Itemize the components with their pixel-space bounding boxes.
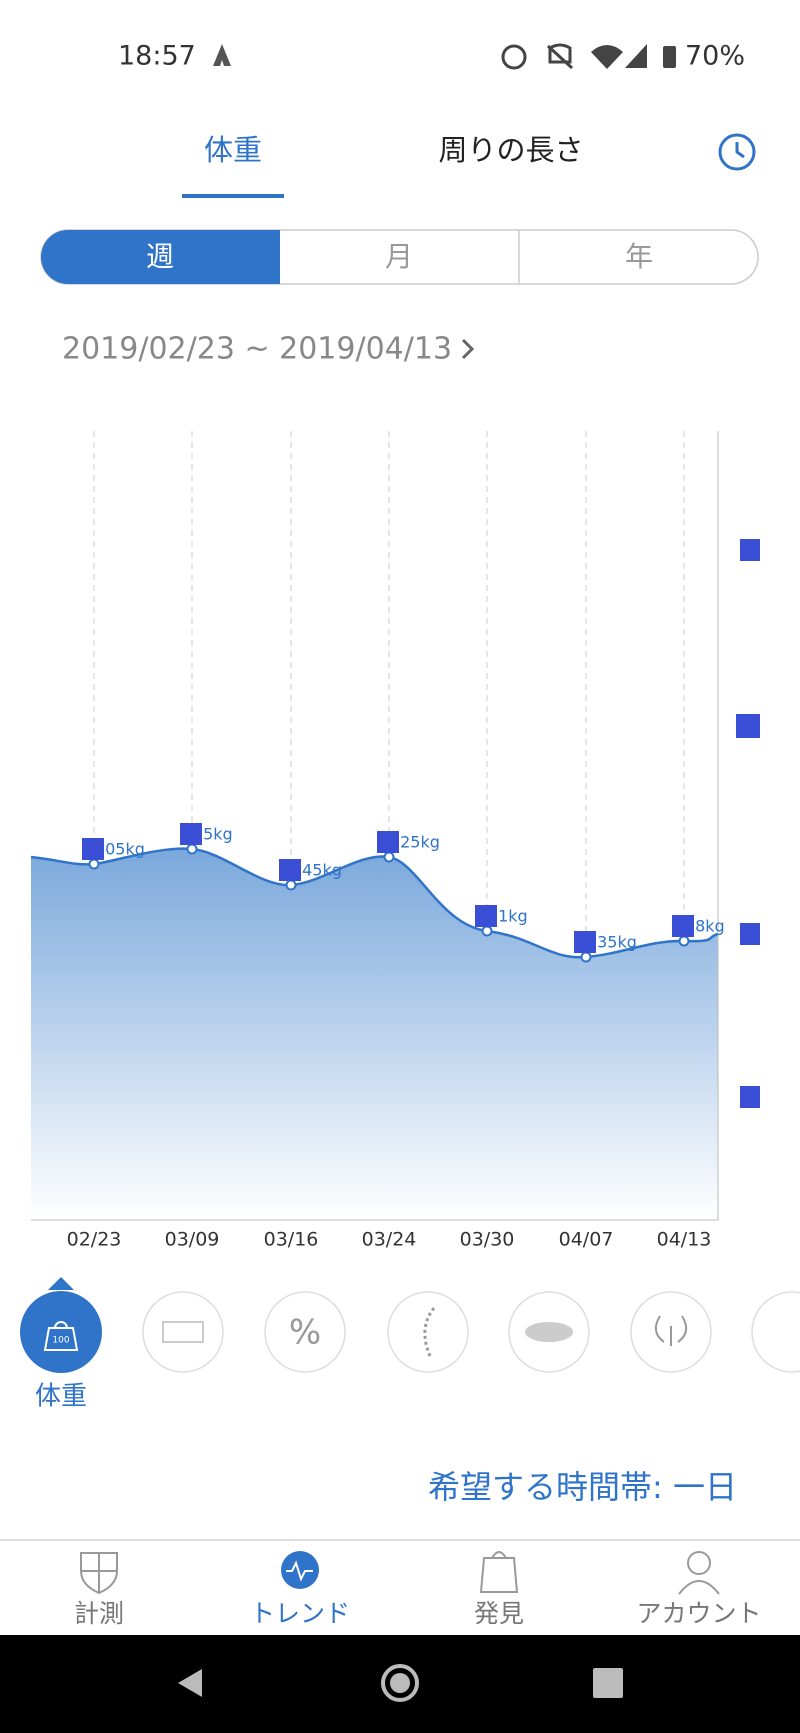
selected-indicator (48, 1277, 74, 1290)
tab[interactable]: 体重 (204, 133, 262, 167)
point-label: .1kg (493, 907, 528, 926)
redaction (279, 859, 301, 881)
x-tick-label: 02/23 (67, 1229, 122, 1251)
wifi-icon (591, 45, 623, 69)
x-tick-label: 04/07 (559, 1229, 614, 1251)
metric-button[interactable] (264, 1291, 346, 1373)
point (285, 879, 297, 891)
weight-icon-text: 100 (52, 1336, 69, 1346)
nav-icon (80, 1552, 118, 1595)
redaction (740, 1086, 760, 1108)
point (383, 851, 395, 863)
redaction (740, 539, 760, 561)
point-label: .5kg (198, 825, 233, 844)
chevron (461, 338, 475, 360)
redaction (377, 831, 399, 853)
x-tick-label: 03/30 (460, 1229, 515, 1251)
metric-button[interactable] (387, 1291, 469, 1373)
preferred-time[interactable]: 希望する時間帯: 一日 (428, 1468, 737, 1506)
point (88, 858, 100, 870)
point (678, 935, 690, 947)
metric-label: 体重 (35, 1382, 87, 1412)
weight-icon (43, 1321, 79, 1351)
metric-button[interactable] (751, 1291, 800, 1373)
nav-label[interactable]: トレンド (250, 1599, 350, 1628)
metric-icon (423, 1307, 436, 1357)
mute-icon (546, 43, 574, 70)
metric-button[interactable] (142, 1291, 224, 1373)
status-time: 18:57 (118, 41, 196, 72)
recents-button[interactable] (593, 1668, 623, 1698)
area (31, 848, 718, 1220)
signal-icon (625, 44, 647, 68)
alarm-icon (501, 44, 527, 70)
point-label: .45kg (297, 861, 342, 880)
metric-icon (654, 1315, 688, 1346)
tab[interactable]: 周りの長さ (438, 133, 583, 167)
point (481, 925, 493, 937)
battery-icon (663, 46, 676, 68)
nav-icon (687, 1551, 711, 1575)
period-option[interactable]: 月 (385, 240, 413, 273)
redaction (475, 905, 497, 927)
date-range[interactable]: 2019/02/23 ~ 2019/04/13 (62, 332, 452, 367)
x-tick-label: 03/16 (264, 1229, 319, 1251)
redaction (736, 714, 760, 738)
x-tick-label: 03/09 (165, 1229, 220, 1251)
nav-label[interactable]: アカウント (636, 1599, 761, 1628)
home-button[interactable] (381, 1664, 419, 1702)
period-option[interactable]: 週 (146, 240, 174, 273)
point-label: .25kg (395, 833, 440, 852)
point (186, 843, 198, 855)
nav-label[interactable]: 発見 (474, 1599, 524, 1628)
home-dot (390, 1673, 410, 1693)
nav-icon (678, 1580, 720, 1595)
status-icon (213, 44, 231, 66)
metric-icon: % (289, 1313, 321, 1353)
point (580, 951, 592, 963)
period-selected (41, 230, 280, 284)
tab-indicator (182, 194, 284, 198)
period-option[interactable]: 年 (625, 240, 653, 273)
redaction (180, 823, 202, 845)
history-button[interactable] (718, 133, 756, 171)
metric-icon (162, 1321, 204, 1343)
point-label: .05kg (100, 840, 145, 859)
clock-hands (735, 142, 745, 159)
point-label: .35kg (592, 933, 637, 952)
redaction (740, 923, 760, 945)
nav-icon (479, 1551, 519, 1593)
redaction (82, 838, 104, 860)
metric-icon (525, 1322, 573, 1342)
redaction (574, 931, 596, 953)
metric-button[interactable] (20, 1291, 102, 1373)
nav-label[interactable]: 計測 (74, 1599, 124, 1628)
back-button[interactable] (178, 1669, 202, 1697)
x-tick-label: 04/13 (657, 1229, 712, 1251)
x-tick-label: 03/24 (362, 1229, 417, 1251)
redaction (672, 915, 694, 937)
status-battery: 70% (685, 41, 745, 72)
nav-icon (281, 1551, 319, 1589)
nav-icon-line (286, 1560, 313, 1582)
point-label: .8kg (690, 917, 725, 936)
